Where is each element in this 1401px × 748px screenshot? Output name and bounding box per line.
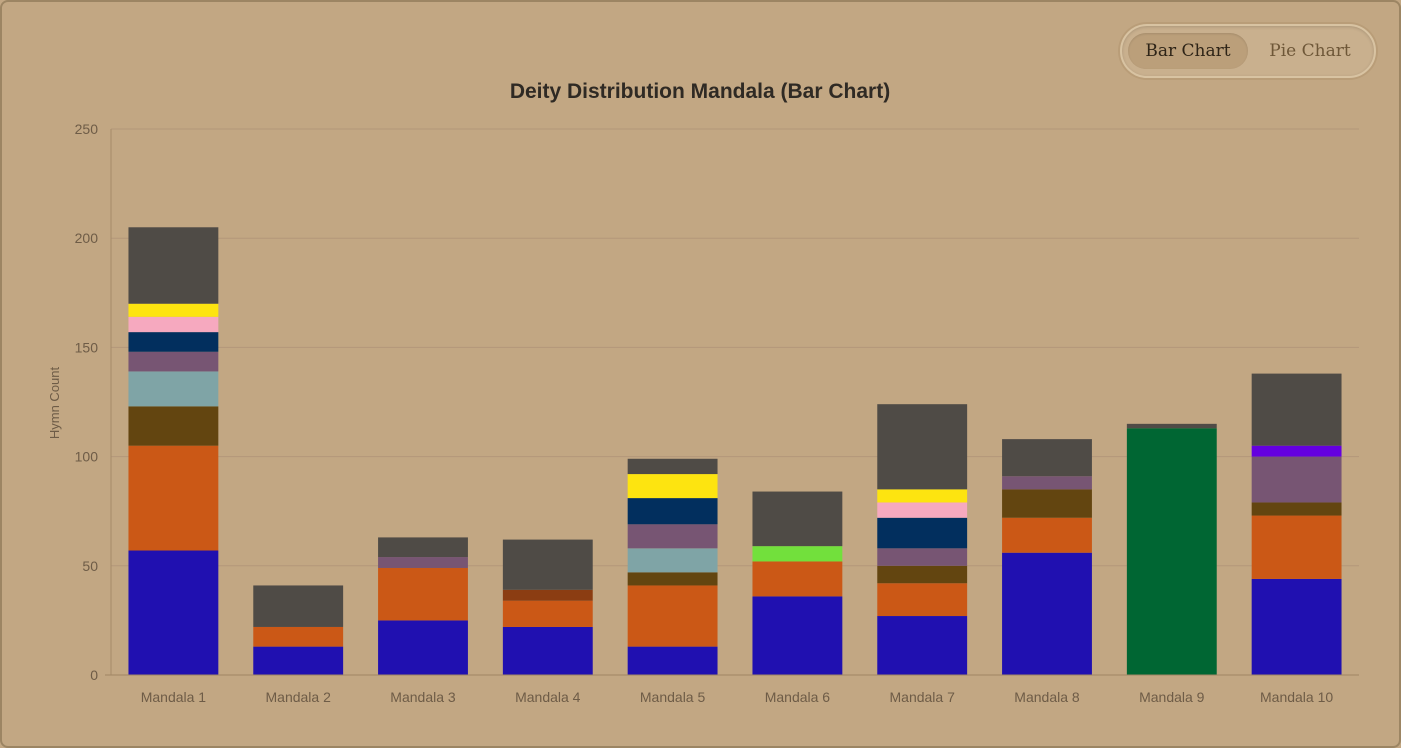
- y-tick-label: 0: [90, 667, 98, 683]
- bar-stack: [752, 491, 843, 675]
- bar-stack: [502, 539, 593, 675]
- bar-segment: [253, 626, 344, 647]
- x-tick-label: Mandala 5: [640, 689, 706, 705]
- y-tick-label: 150: [75, 339, 99, 355]
- bar-segment: [128, 445, 219, 551]
- x-tick-label: Mandala 8: [1014, 689, 1080, 705]
- bar-segment: [1126, 428, 1217, 675]
- bar-segment: [1002, 476, 1092, 490]
- bar-segment: [1251, 502, 1342, 516]
- bar-stack: [1002, 439, 1092, 675]
- chart-type-toggle: Bar Chart Pie Chart: [1120, 24, 1376, 78]
- bar-segment: [1251, 515, 1342, 579]
- bar-segment: [627, 458, 718, 475]
- bar-segment: [627, 548, 718, 573]
- x-tick-labels: Mandala 1 Mandala 2 Mandala 3 Mandala 4 Mand…: [141, 689, 1334, 705]
- bar-segment: [877, 616, 968, 675]
- bar-segment: [253, 585, 344, 627]
- x-tick-label: Mandala 7: [890, 689, 956, 705]
- bar-segment: [627, 646, 718, 675]
- bar-segment: [752, 561, 843, 597]
- x-tick-label: Mandala 1: [141, 689, 207, 705]
- bar-segment: [1126, 423, 1217, 429]
- bar-segment: [378, 620, 468, 675]
- axes: [105, 129, 1359, 676]
- y-axis-label: Hymn Count: [47, 366, 62, 439]
- bar-segment: [627, 524, 718, 549]
- bar-segment: [627, 474, 718, 499]
- bar-segment: [1251, 456, 1342, 503]
- bar-stack: [128, 227, 219, 675]
- x-tick-label: Mandala 3: [390, 689, 456, 705]
- bar-segment: [1251, 578, 1342, 675]
- bar-segment: [128, 316, 219, 333]
- y-tick-label: 250: [75, 121, 99, 137]
- bar-segment: [877, 517, 968, 549]
- bar-segment: [877, 583, 968, 617]
- bar-segment: [128, 406, 219, 446]
- y-tick-labels: 0 50 100 150 200 250: [75, 121, 99, 683]
- bar-segment: [877, 565, 968, 584]
- bar-segment: [253, 646, 344, 675]
- bar-segment: [752, 491, 843, 547]
- bar-segment: [128, 351, 219, 372]
- y-tick-label: 100: [75, 449, 99, 465]
- bar-segment: [627, 585, 718, 647]
- bar-stack: [1251, 373, 1342, 675]
- x-tick-label: Mandala 6: [765, 689, 831, 705]
- bar-segment: [627, 572, 718, 586]
- bar-stack: [253, 585, 344, 675]
- bar-segment: [378, 557, 468, 568]
- bar-segment: [1002, 489, 1092, 518]
- bar-segment: [1002, 552, 1092, 675]
- bar-stack: [627, 458, 718, 675]
- bar-segment: [378, 537, 468, 558]
- bar-stack: [378, 537, 468, 675]
- x-tick-label: Mandala 10: [1260, 689, 1333, 705]
- x-tick-label: Mandala 4: [515, 689, 581, 705]
- bar-segment: [128, 227, 219, 304]
- chart-title: Deity Distribution Mandala (Bar Chart): [510, 80, 890, 103]
- x-tick-label: Mandala 9: [1139, 689, 1205, 705]
- y-tick-label: 200: [75, 230, 99, 246]
- bar-segment: [877, 404, 968, 490]
- bar-segment: [627, 498, 718, 525]
- bar-segment: [752, 596, 843, 675]
- bar-segment: [1002, 517, 1092, 553]
- bar-segment: [128, 303, 219, 317]
- bar-segment: [502, 589, 593, 601]
- bars: [128, 227, 1342, 675]
- bar-segment: [128, 550, 219, 675]
- bar-stack: [877, 404, 968, 675]
- bar-segment: [128, 371, 219, 407]
- bar-segment: [1251, 445, 1342, 457]
- bar-segment: [1002, 439, 1092, 477]
- bar-stack: [1126, 423, 1217, 675]
- bar-segment: [502, 539, 593, 590]
- bar-segment: [378, 567, 468, 621]
- bar-segment: [1251, 373, 1342, 446]
- x-tick-label: Mandala 2: [266, 689, 332, 705]
- bar-segment: [877, 502, 968, 518]
- bar-segment: [752, 546, 843, 562]
- bar-segment: [877, 548, 968, 566]
- bar-segment: [502, 626, 593, 675]
- y-tick-label: 50: [82, 558, 98, 574]
- pie-chart-button[interactable]: Pie Chart: [1269, 41, 1351, 61]
- bar-segment: [502, 600, 593, 627]
- bar-chart-button[interactable]: Bar Chart: [1128, 33, 1248, 69]
- bar-segment: [128, 332, 219, 352]
- bar-segment: [877, 489, 968, 503]
